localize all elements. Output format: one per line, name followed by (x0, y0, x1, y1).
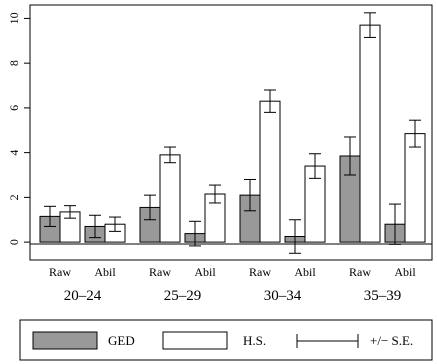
error-bar-hs (64, 205, 76, 219)
legend-swatch-ged (32, 331, 98, 350)
y-tick-label: 0 (7, 239, 21, 245)
y-axis: 0 2 4 6 8 10 (7, 12, 30, 245)
error-bar-ged (44, 205, 56, 227)
bar-hs (259, 100, 281, 243)
y-tick-label: 10 (7, 12, 21, 24)
bar-hs (404, 133, 426, 243)
error-bar-ged (189, 220, 201, 247)
x-group-label: 30–34 (264, 288, 302, 304)
error-bar-ged (244, 178, 256, 212)
error-bar-hs (164, 146, 176, 164)
error-bar-hs (264, 89, 276, 113)
legend: GED H.S. +/− S.E. (19, 319, 433, 361)
legend-label-ged: GED (108, 333, 135, 348)
legend-frame (19, 319, 433, 361)
x-sub-label-abil: Abil (94, 265, 116, 279)
x-sub-label-raw: Raw (249, 265, 271, 279)
error-bar-hs (364, 12, 376, 38)
x-axis-labels: Raw Abil 20–24 Raw Abil 25–29 Raw Abil 30–34 Raw A… (49, 265, 416, 304)
error-bar-hs (309, 153, 321, 179)
error-bar-ged (289, 219, 301, 254)
legend-label-error: +/− S.E. (370, 333, 413, 348)
error-bar-ged (389, 203, 401, 245)
bar-hs (359, 24, 381, 243)
legend-swatch-hs (162, 331, 228, 350)
x-sub-label-raw: Raw (149, 265, 171, 279)
x-group-label: 20–24 (64, 288, 102, 304)
y-tick-label: 6 (7, 105, 21, 111)
error-bar-ged (344, 136, 356, 176)
bars (39, 12, 426, 254)
y-tick-label: 8 (7, 60, 21, 66)
x-group-label: 35–39 (364, 288, 402, 304)
x-sub-label-abil: Abil (294, 265, 316, 279)
error-bar-ged (144, 194, 156, 221)
error-bar-ged (89, 214, 101, 239)
x-sub-label-abil: Abil (394, 265, 416, 279)
error-bar-hs (409, 119, 421, 148)
x-sub-label-raw: Raw (49, 265, 71, 279)
legend-error-bar-icon (296, 334, 359, 348)
y-tick-label: 4 (7, 150, 21, 156)
y-tick-label: 2 (7, 194, 21, 200)
x-sub-label-raw: Raw (349, 265, 371, 279)
x-sub-label-abil: Abil (194, 265, 216, 279)
error-bar-hs (209, 184, 221, 204)
x-group-label: 25–29 (164, 288, 202, 304)
error-bar-hs (109, 216, 121, 232)
bar-hs (159, 154, 181, 243)
legend-label-hs: H.S. (243, 333, 266, 348)
plot-area-frame (29, 4, 433, 261)
